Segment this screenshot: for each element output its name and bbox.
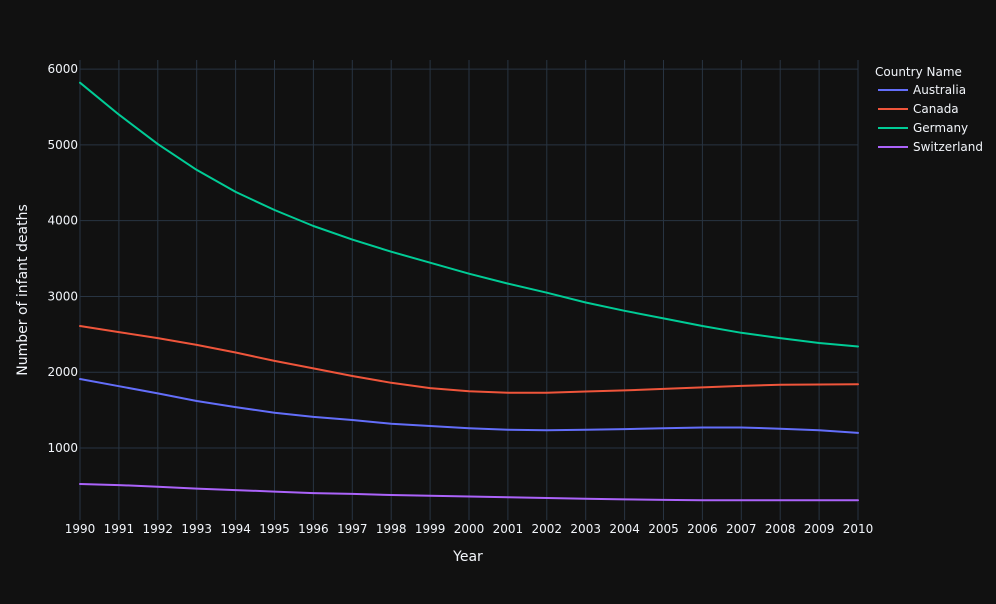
y-tick-label: 4000 bbox=[47, 214, 78, 228]
y-tick-label: 6000 bbox=[47, 62, 78, 76]
legend-label-germany: Germany bbox=[913, 121, 968, 135]
x-tick-label: 1995 bbox=[259, 522, 290, 536]
x-tick-label: 2009 bbox=[804, 522, 835, 536]
x-tick-label: 2002 bbox=[532, 522, 563, 536]
x-axis-title: Year bbox=[452, 549, 483, 565]
x-tick-label: 2004 bbox=[609, 522, 640, 536]
legend: Country Name Australia Canada Germany Switz… bbox=[875, 65, 983, 154]
x-tick-label: 1991 bbox=[104, 522, 135, 536]
x-tick-label: 2001 bbox=[493, 522, 524, 536]
grid-lines bbox=[79, 60, 859, 520]
series-line-australia bbox=[79, 378, 859, 434]
x-axis-ticks: 1990 1991 1992 1993 1994 1995 1996 1997 1998 1999… bbox=[65, 522, 874, 536]
x-tick-label: 2006 bbox=[687, 522, 718, 536]
x-tick-label: 1997 bbox=[337, 522, 368, 536]
y-axis-title: Number of infant deaths bbox=[15, 204, 31, 375]
legend-label-australia: Australia bbox=[913, 83, 966, 97]
x-tick-label: 2008 bbox=[765, 522, 796, 536]
x-tick-label: 1999 bbox=[415, 522, 446, 536]
x-tick-label: 2010 bbox=[843, 522, 874, 536]
x-tick-label: 1990 bbox=[65, 522, 96, 536]
legend-label-canada: Canada bbox=[913, 102, 959, 116]
x-tick-label: 2005 bbox=[648, 522, 679, 536]
x-tick-label: 1998 bbox=[376, 522, 407, 536]
series-line-switzerland bbox=[79, 483, 859, 502]
x-tick-label: 1993 bbox=[181, 522, 212, 536]
y-axis-ticks: 1000 2000 3000 4000 5000 6000 bbox=[47, 62, 78, 455]
legend-label-switzerland: Switzerland bbox=[913, 140, 983, 154]
x-tick-label: 2007 bbox=[726, 522, 757, 536]
y-tick-label: 3000 bbox=[47, 289, 78, 303]
legend-title: Country Name bbox=[875, 65, 962, 79]
x-tick-label: 2003 bbox=[570, 522, 601, 536]
x-tick-label: 1994 bbox=[220, 522, 251, 536]
x-tick-label: 2000 bbox=[454, 522, 485, 536]
y-tick-label: 2000 bbox=[47, 365, 78, 379]
legend-items: Australia Canada Germany Switzerland bbox=[878, 83, 983, 154]
y-tick-label: 5000 bbox=[47, 138, 78, 152]
series-lines bbox=[79, 81, 859, 502]
y-tick-label: 1000 bbox=[47, 441, 78, 455]
x-tick-label: 1992 bbox=[143, 522, 174, 536]
series-line-canada bbox=[79, 325, 859, 394]
x-tick-label: 1996 bbox=[298, 522, 329, 536]
series-line-germany bbox=[79, 81, 859, 348]
